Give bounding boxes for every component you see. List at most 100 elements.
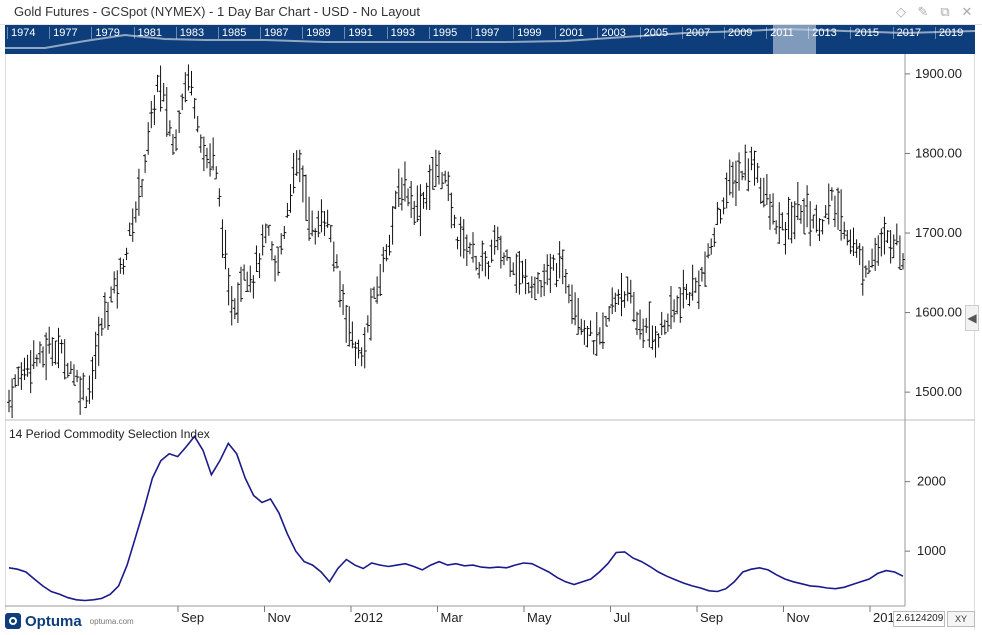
navigator-year-2009[interactable]: 2009 bbox=[723, 27, 752, 39]
navigator-selection[interactable] bbox=[773, 25, 816, 54]
navigator-year-1993[interactable]: 1993 bbox=[386, 27, 415, 39]
ohlc-bar bbox=[724, 172, 729, 209]
ohlc-bar bbox=[396, 168, 401, 208]
ohlc-bar bbox=[440, 172, 445, 190]
ohlc-bar bbox=[498, 235, 503, 269]
ohlc-bar bbox=[675, 295, 680, 315]
diamond-icon[interactable]: ◇ bbox=[896, 4, 906, 19]
window-controls: ◇ ✎ ⧉ ✕ bbox=[892, 3, 976, 21]
navigator-year-1974[interactable]: 1974 bbox=[7, 27, 35, 39]
navigator-year-1997[interactable]: 1997 bbox=[470, 27, 499, 39]
xy-button[interactable]: XY bbox=[947, 611, 975, 627]
navigator-year-2001[interactable]: 2001 bbox=[555, 27, 584, 39]
navigator-year-2019[interactable]: 2019 bbox=[934, 27, 963, 39]
ohlc-bar bbox=[755, 162, 760, 183]
ohlc-bar bbox=[604, 315, 609, 327]
time-tick-label: Sep bbox=[181, 610, 204, 625]
ohlc-bar bbox=[412, 200, 417, 225]
ohlc-bar bbox=[359, 347, 364, 367]
ohlc-bar bbox=[174, 129, 179, 152]
navigator-year-1989[interactable]: 1989 bbox=[302, 27, 331, 39]
navigator-year-2011[interactable]: 2011 bbox=[766, 27, 794, 39]
ohlc-bar bbox=[406, 188, 411, 207]
ohlc-bar bbox=[164, 87, 169, 137]
ohlc-bar bbox=[789, 201, 794, 244]
navigator-year-1987[interactable]: 1987 bbox=[260, 27, 289, 39]
ohlc-bar bbox=[381, 246, 386, 273]
navigator-year-1985[interactable]: 1985 bbox=[217, 27, 246, 39]
navigator-year-1991[interactable]: 1991 bbox=[344, 27, 373, 39]
chart-svg[interactable]: 1900.00 1800.00 1700.00 1600.00 1500.00 2000… bbox=[5, 54, 975, 630]
navigator-year-2005[interactable]: 2005 bbox=[639, 27, 668, 39]
ohlc-bar bbox=[492, 224, 497, 255]
ohlc-bar bbox=[356, 339, 361, 359]
ohlc-bar bbox=[127, 222, 132, 236]
ohlc-bar bbox=[730, 161, 735, 198]
ohlc-bar bbox=[452, 214, 457, 228]
ohlc-bar bbox=[659, 311, 664, 336]
ohlc-bar bbox=[353, 341, 358, 367]
time-tick-label: 201 bbox=[873, 610, 895, 625]
ohlc-bar bbox=[152, 95, 157, 125]
ohlc-bar bbox=[204, 147, 209, 169]
ohlc-bar bbox=[826, 183, 831, 225]
ohlc-bar bbox=[622, 291, 627, 308]
navigator-year-2007[interactable]: 2007 bbox=[681, 27, 710, 39]
restore-icon[interactable]: ⧉ bbox=[940, 4, 950, 19]
navigator-year-1981[interactable]: 1981 bbox=[133, 27, 162, 39]
ohlc-bar bbox=[214, 166, 219, 180]
ohlc-bar bbox=[167, 120, 172, 137]
navigator-year-1999[interactable]: 1999 bbox=[513, 27, 542, 39]
ohlc-bar bbox=[480, 240, 485, 272]
ohlc-bar bbox=[109, 286, 114, 303]
ohlc-bar bbox=[143, 154, 148, 173]
ohlc-bar bbox=[393, 190, 398, 210]
indicator-line bbox=[8, 435, 904, 602]
ohlc-bar bbox=[508, 256, 513, 277]
ohlc-bar bbox=[325, 209, 330, 228]
ohlc-bar bbox=[823, 204, 828, 219]
ohlc-bar bbox=[105, 301, 110, 330]
ohlc-bar bbox=[573, 292, 578, 326]
ohlc-bar bbox=[195, 115, 200, 133]
navigator-year-1977[interactable]: 1977 bbox=[49, 27, 78, 39]
ohlc-bar bbox=[409, 180, 414, 219]
ohlc-bar bbox=[486, 261, 491, 280]
time-tick-label: Nov bbox=[268, 610, 292, 625]
chevron-left-icon[interactable]: ◀ bbox=[965, 305, 979, 331]
navigator-year-2017[interactable]: 2017 bbox=[892, 27, 921, 39]
navigator-year-2013[interactable]: 2013 bbox=[808, 27, 837, 39]
ohlc-bar bbox=[545, 254, 550, 286]
ohlc-bar bbox=[767, 193, 772, 230]
ohlc-bar bbox=[505, 249, 510, 261]
time-tick-label: Mar bbox=[441, 610, 464, 625]
ohlc-bar bbox=[854, 239, 859, 258]
ohlc-bar bbox=[894, 223, 899, 246]
ohlc-bar bbox=[817, 218, 822, 242]
navigator-year-2003[interactable]: 2003 bbox=[597, 27, 626, 39]
ohlc-bar bbox=[220, 219, 225, 258]
navigator-year-1995[interactable]: 1995 bbox=[428, 27, 457, 39]
ohlc-bar bbox=[90, 356, 95, 400]
ohlc-bar bbox=[316, 210, 321, 238]
pin-icon[interactable]: ✎ bbox=[917, 4, 929, 19]
ohlc-bar bbox=[495, 226, 500, 251]
ohlc-bar bbox=[836, 187, 841, 230]
chart-area[interactable]: 1900.00 1800.00 1700.00 1600.00 1500.00 2000… bbox=[5, 54, 975, 630]
ohlc-bar bbox=[84, 396, 89, 409]
ohlc-bar bbox=[746, 158, 751, 192]
cursor-readout: 2.6124209 bbox=[893, 611, 945, 627]
ohlc-bar bbox=[248, 265, 253, 293]
ohlc-bar bbox=[848, 229, 853, 254]
navigator-year-1983[interactable]: 1983 bbox=[175, 27, 204, 39]
ohlc-bar bbox=[418, 184, 423, 237]
ohlc-bar bbox=[235, 282, 240, 323]
close-icon[interactable]: ✕ bbox=[961, 4, 973, 19]
ohlc-bar bbox=[792, 201, 797, 240]
time-tick-label: Jul bbox=[614, 610, 631, 625]
ohlc-bar bbox=[857, 243, 862, 266]
navigator-year-2015[interactable]: 2015 bbox=[850, 27, 879, 39]
year-navigator[interactable]: 1974 1977 1979 1981 1983 1985 1987 1989 1991 1993… bbox=[5, 25, 975, 54]
ohlc-bar bbox=[158, 65, 163, 112]
navigator-year-1979[interactable]: 1979 bbox=[91, 27, 120, 39]
